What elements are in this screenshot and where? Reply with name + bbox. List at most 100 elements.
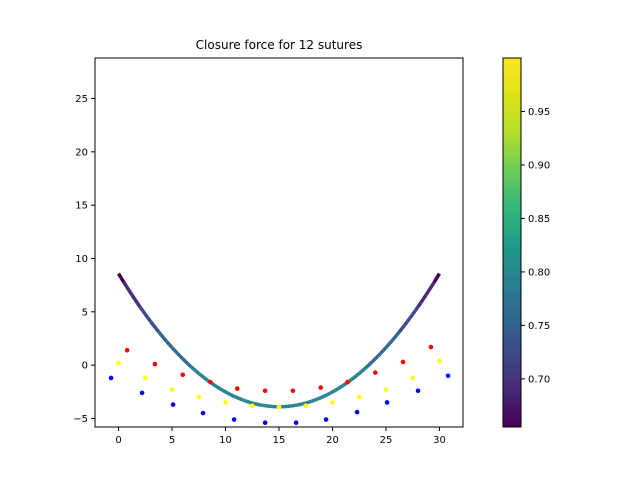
wound-curve-segment (216, 385, 222, 391)
wound-curve-segment (254, 402, 259, 407)
wound-curve-segment (235, 395, 240, 401)
wound-curve-segment (203, 376, 208, 382)
wound-curve-segment (419, 297, 425, 304)
wound-curve-segment (178, 354, 184, 361)
suture-point (170, 402, 176, 407)
wound-curve-segment (382, 346, 388, 352)
suture-point (139, 390, 145, 396)
wound-curve-segment (246, 399, 251, 404)
wound-curve-segment (194, 369, 200, 375)
wound-curve-segment (323, 393, 328, 398)
wound-curve-segment (230, 393, 235, 398)
wound-curve-segment (238, 396, 243, 402)
wound-curve-segment (157, 330, 163, 337)
wound-curve-segment (232, 394, 237, 399)
wound-curve-segment (339, 383, 345, 389)
wound-curve-segment (249, 400, 253, 405)
suture-point (180, 372, 186, 378)
wound-curve-segment (227, 391, 232, 397)
wound-curve-segment (371, 357, 377, 363)
colorbar-gradient (502, 57, 522, 428)
suture-point (354, 409, 360, 415)
wound-curve-segment (435, 272, 441, 279)
wound-curve-segment (334, 387, 339, 392)
wound-curve-segment (400, 323, 407, 330)
wound-curve-segment (408, 313, 415, 319)
wound-curve-segment (154, 327, 161, 333)
wound-curve-segment (119, 277, 126, 284)
wound-curve-segment (405, 316, 412, 323)
wound-curve-segment (125, 285, 131, 292)
wound-curve-segment (168, 343, 174, 349)
y-tick-label: 10 (75, 254, 88, 265)
suture-point (231, 417, 237, 422)
suture-point (142, 375, 148, 381)
wound-curve-segment (387, 340, 393, 346)
colorbar-tick-label: 0.85 (528, 214, 550, 225)
wound-curve-segment (355, 372, 361, 377)
wound-curve-segment (181, 357, 187, 363)
wound-curve-segment (374, 354, 380, 361)
y-tick-label: 0 (82, 361, 88, 372)
y-tick-label: 20 (75, 147, 88, 158)
wound-curve-segment (200, 374, 206, 380)
x-tick-label: 10 (219, 435, 232, 446)
wound-curve-segment (307, 399, 312, 404)
wound-curve-segment (186, 362, 192, 368)
wound-curve-segment (342, 382, 347, 387)
suture-points (108, 344, 451, 426)
suture-point (169, 387, 175, 392)
wound-curve-segment (143, 313, 150, 319)
wound-curve-segment (189, 365, 195, 371)
suture-point (383, 387, 389, 392)
wound-curve-segment (243, 398, 248, 404)
wound-curve-segment (127, 289, 134, 296)
suture-point (384, 400, 390, 405)
suture-point (303, 403, 309, 408)
wound-curve-segment (318, 395, 323, 401)
wound-curve-segment (328, 390, 334, 395)
suture-point (318, 385, 324, 390)
suture-point (276, 404, 282, 410)
wound-curve-segment (197, 372, 203, 377)
wound-curve-segment (141, 309, 147, 316)
wound-curve-segment (376, 352, 382, 358)
wound-curve-segment (251, 401, 256, 406)
colorbar-tick-label: 0.90 (528, 160, 550, 171)
suture-point (234, 386, 240, 391)
wound-curve-segment (305, 400, 309, 405)
y-tick-label: 5 (82, 307, 88, 318)
wound-curve-segment (151, 323, 158, 330)
suture-point (116, 360, 121, 366)
wound-curve-segment (219, 387, 224, 392)
wound-curve-segment (384, 343, 390, 349)
wound-curve-segment (192, 367, 198, 373)
wound-curve-segment (130, 293, 137, 300)
wound-curve-segment (331, 388, 337, 394)
wound-curve-segment (397, 327, 404, 333)
wound-curve-segment (403, 320, 409, 327)
colorbar-tick-label: 0.80 (528, 267, 550, 278)
x-tick-label: 25 (380, 435, 393, 446)
wound-curve-segment (413, 305, 420, 312)
wound-curve (117, 272, 441, 409)
wound-curve-segment (366, 362, 372, 368)
wound-curve-segment (310, 398, 315, 404)
wound-curve-segment (211, 382, 216, 387)
suture-point (437, 358, 442, 364)
wound-curve-segment (159, 333, 166, 340)
suture-point (323, 417, 329, 422)
wound-curve-segment (411, 309, 417, 316)
wound-curve-segment (352, 374, 358, 380)
x-tick-label: 5 (169, 435, 175, 446)
suture-point (372, 370, 378, 375)
plot-frame (94, 57, 464, 428)
suture-point (293, 420, 299, 426)
suture-point (223, 400, 228, 405)
suture-point (108, 375, 114, 381)
wound-curve-segment (302, 401, 307, 406)
wound-curve-segment (299, 402, 304, 407)
suture-point (249, 403, 255, 408)
wound-curve-segment (257, 402, 261, 407)
wound-curve-segment (379, 349, 385, 355)
